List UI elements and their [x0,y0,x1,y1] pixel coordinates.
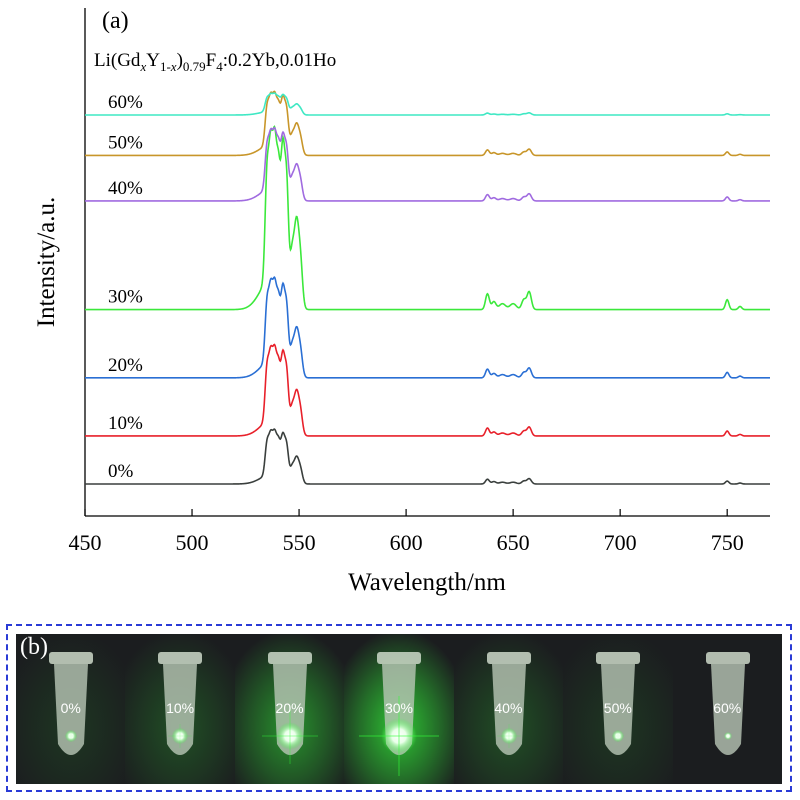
tube-photo: 40% [453,634,564,784]
tube-photo: 10% [125,634,235,784]
tube-photo: 30% [344,634,454,784]
series-line-5 [85,90,770,157]
x-tick-label: 750 [711,530,744,555]
series-line-4 [85,126,770,202]
x-tick-label: 600 [390,530,423,555]
series-line-0 [85,428,770,485]
series-line-1 [85,343,770,437]
photo-panel: (b) 0% [6,624,792,792]
series-label: 0% [108,461,134,482]
axes: 450 500 550 600 650 700 750 [69,8,770,555]
tube-label: 60% [713,700,742,716]
tube-label: 50% [603,700,632,716]
series-label: 60% [108,92,143,113]
series-line-3 [85,125,770,311]
x-tick-label: 700 [604,530,637,555]
tube-photo: 50% [563,634,673,784]
x-tick-label: 650 [497,530,530,555]
formula-annotation: Li(Gdx​Y1-​x​)0.79​F4​:0.2Yb,0.01Ho [94,50,336,74]
tube-label: 30% [384,700,413,716]
tube-photo: 60% [672,634,782,784]
series-label: 40% [108,178,143,199]
tube-photo: 0% [16,634,126,784]
series-layer: 0% 10% 20% 30% 40% 50% 60% [85,90,770,485]
photo-strip: 0% 10% [16,634,782,784]
tube-label: 10% [166,700,195,716]
x-tick-label: 450 [69,530,102,555]
tube-label: 20% [275,700,304,716]
series-label: 30% [108,287,143,308]
panel-a-label: (a) [102,8,129,34]
series-label: 50% [108,132,143,153]
spectra-chart: 450 500 550 600 650 700 750 0% 10% 20% 30% 40% 50% 6… [33,8,770,596]
y-axis-title: Intensity/a.u. [33,197,60,328]
panel-b-label: (b) [20,634,48,660]
x-tick-label: 550 [283,530,316,555]
tube-photo: 20% [234,634,345,784]
series-line-6 [85,92,770,116]
x-tick-label: 500 [176,530,209,555]
series-label: 20% [108,355,143,376]
tube-label: 0% [60,700,81,716]
series-line-2 [85,276,770,379]
series-label: 10% [108,413,143,434]
tube-label: 40% [494,700,523,716]
x-axis-title: Wavelength/nm [348,569,506,596]
